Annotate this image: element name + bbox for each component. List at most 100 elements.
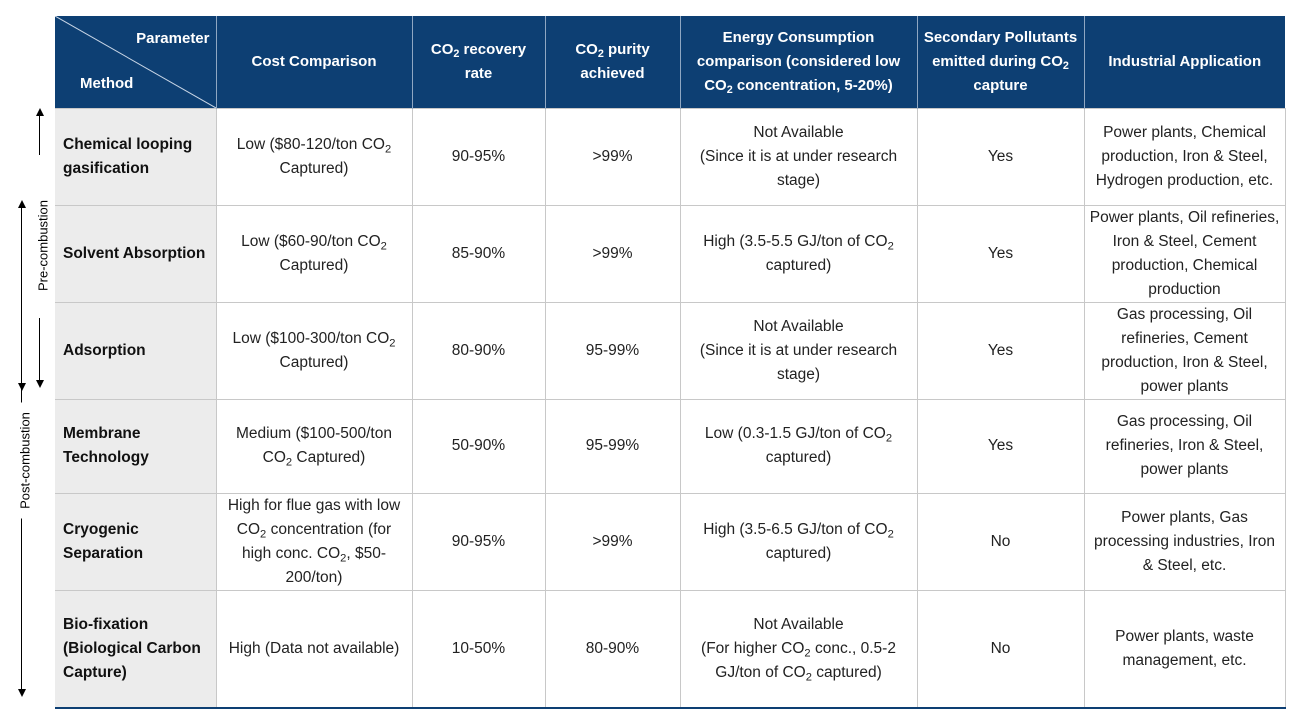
side-annotation: Pre-combustion Post-combustion bbox=[0, 0, 56, 722]
energy-cell: Not Available (For higher CO2 conc., 0.5-… bbox=[679, 589, 918, 709]
energy-cell: Not Available (Since it is at under resea… bbox=[679, 107, 918, 206]
text: Low ($100-300/ton CO bbox=[232, 329, 390, 347]
text: Energy Consumption comparison (considere… bbox=[696, 28, 901, 70]
recovery-cell: 50-90% bbox=[411, 398, 546, 494]
pollutants-cell: Yes bbox=[916, 398, 1085, 494]
text: captured) bbox=[765, 256, 832, 274]
purity-cell: 95-99% bbox=[544, 301, 681, 400]
text: Low (0.3-1.5 GJ/ton of CO bbox=[704, 425, 886, 442]
text: Not Available bbox=[753, 615, 844, 633]
text: , $50-200/ton) bbox=[285, 544, 387, 586]
table-row: Bio-fixation (Biological Carbon Capture)… bbox=[55, 589, 1286, 709]
purity-cell: >99% bbox=[544, 107, 681, 206]
recovery-cell: 80-90% bbox=[411, 301, 546, 400]
table-row: Adsorption Low ($100-300/ton CO2 Capture… bbox=[55, 301, 1286, 400]
application-cell: Power plants, waste management, etc. bbox=[1083, 589, 1286, 709]
cost-cell: High (Data not available) bbox=[215, 589, 413, 709]
text: High (3.5-5.5 GJ/ton of CO bbox=[703, 232, 888, 250]
text: CO bbox=[575, 40, 598, 58]
recovery-cell: 90-95% bbox=[411, 492, 546, 591]
post-combustion-label: Post-combustion bbox=[17, 402, 33, 519]
subscript: 2 bbox=[726, 83, 733, 96]
energy-cell: Not Available (Since it is at under resea… bbox=[679, 301, 918, 400]
cost-cell: Low ($80-120/ton CO2 Captured) bbox=[215, 107, 413, 206]
header-method: Method bbox=[80, 74, 134, 92]
header-recovery: CO2 recovery rate bbox=[411, 16, 545, 108]
text: conc., 0.5-2 GJ/ton of CO bbox=[715, 639, 896, 681]
recovery-cell: 10-50% bbox=[411, 589, 546, 709]
recovery-cell: 90-95% bbox=[411, 107, 546, 206]
application-cell: Gas processing, Oil refineries, Iron & S… bbox=[1083, 398, 1286, 494]
application-cell: Power plants, Gas processing industries,… bbox=[1083, 492, 1286, 591]
energy-cell: High (3.5-5.5 GJ/ton of CO2 captured) bbox=[679, 204, 918, 303]
header-cost: Cost Comparison bbox=[215, 16, 412, 108]
subscript: 2 bbox=[887, 527, 894, 540]
arrow-down-icon bbox=[36, 380, 44, 388]
header-row: Parameter Method Cost Comparison CO2 rec… bbox=[55, 16, 1285, 108]
text: Captured) bbox=[279, 256, 349, 274]
subscript: 2 bbox=[285, 456, 293, 469]
subscript: 2 bbox=[887, 239, 894, 252]
method-cell: Adsorption bbox=[55, 301, 217, 400]
method-cell: Bio-fixation (Biological Carbon Capture) bbox=[55, 589, 217, 709]
text: Captured) bbox=[279, 353, 349, 371]
table-row: Chemical looping gasification Low ($80-1… bbox=[55, 107, 1286, 206]
application-cell: Gas processing, Oil refineries, Cement p… bbox=[1083, 301, 1286, 400]
text: concentration (for high conc. CO bbox=[241, 520, 392, 562]
method-cell: Cryogenic Separation bbox=[55, 492, 217, 591]
text: Medium ($100-500/ton CO bbox=[236, 425, 392, 466]
text: CO bbox=[704, 76, 727, 94]
arrow-down-icon bbox=[18, 689, 26, 697]
subscript: 2 bbox=[380, 239, 387, 252]
text: Captured) bbox=[292, 449, 366, 466]
subscript: 2 bbox=[804, 647, 811, 660]
table-row: Solvent Absorption Low ($60-90/ton CO2 C… bbox=[55, 204, 1286, 303]
cost-cell: Medium ($100-500/ton CO2 Captured) bbox=[215, 398, 413, 494]
divider bbox=[21, 380, 22, 690]
pollutants-cell: Yes bbox=[916, 301, 1085, 400]
text: concentration, 5-20%) bbox=[732, 76, 893, 94]
header-purity: CO2 purity achieved bbox=[544, 16, 680, 108]
purity-cell: >99% bbox=[544, 204, 681, 303]
header-application: Industrial Application bbox=[1083, 16, 1285, 108]
pollutants-cell: No bbox=[916, 492, 1085, 591]
subscript: 2 bbox=[597, 47, 604, 60]
co2-capture-comparison-table: Parameter Method Cost Comparison CO2 rec… bbox=[55, 16, 1286, 709]
text: purity achieved bbox=[580, 40, 650, 82]
method-cell: Chemical looping gasification bbox=[55, 107, 217, 206]
text: (For higher CO bbox=[701, 639, 805, 657]
text: Low ($80-120/ton CO bbox=[236, 135, 385, 153]
cost-cell: High for flue gas with low CO2 concentra… bbox=[215, 492, 413, 591]
purity-cell: 95-99% bbox=[544, 398, 681, 494]
divider bbox=[39, 115, 40, 155]
text: recovery rate bbox=[459, 40, 527, 82]
purity-cell: 80-90% bbox=[544, 589, 681, 709]
text: captured) bbox=[765, 449, 832, 466]
text: Not Available bbox=[753, 123, 844, 141]
subscript: 2 bbox=[885, 432, 893, 445]
text: Secondary Pollutants emitted during CO bbox=[923, 28, 1078, 70]
subscript: 2 bbox=[805, 671, 812, 684]
pollutants-cell: No bbox=[916, 589, 1085, 709]
application-cell: Power plants, Oil refineries, Iron & Ste… bbox=[1083, 204, 1286, 303]
subscript: 2 bbox=[389, 336, 396, 349]
energy-cell: Low (0.3-1.5 GJ/ton of CO2 captured) bbox=[679, 398, 918, 494]
table-row: Cryogenic Separation High for flue gas w… bbox=[55, 492, 1286, 591]
subscript: 2 bbox=[260, 527, 267, 540]
purity-cell: >99% bbox=[544, 492, 681, 591]
method-cell: Solvent Absorption bbox=[55, 204, 217, 303]
text: High (3.5-6.5 GJ/ton of CO bbox=[703, 520, 888, 538]
cost-cell: Low ($100-300/ton CO2 Captured) bbox=[215, 301, 413, 400]
divider bbox=[21, 206, 22, 386]
arrow-up-icon bbox=[18, 200, 26, 208]
text: captured) bbox=[765, 544, 832, 562]
application-cell: Power plants, Chemical production, Iron … bbox=[1083, 107, 1286, 206]
subscript: 2 bbox=[1062, 59, 1069, 72]
table-row: Membrane Technology Medium ($100-500/ton… bbox=[55, 398, 1286, 494]
header-method-parameter: Parameter Method bbox=[55, 16, 216, 108]
text: High for flue gas with low CO bbox=[227, 496, 401, 538]
text: Captured) bbox=[279, 159, 349, 177]
pollutants-cell: Yes bbox=[916, 204, 1085, 303]
header-parameter: Parameter bbox=[136, 30, 210, 47]
arrow-up-icon bbox=[36, 108, 44, 116]
